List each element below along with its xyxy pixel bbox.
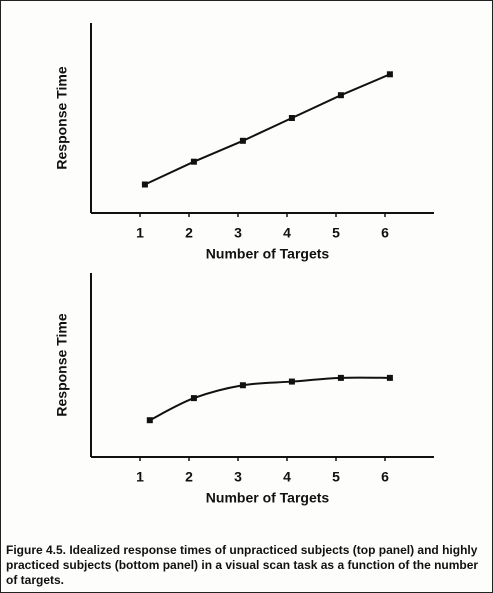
line <box>149 376 390 422</box>
point <box>386 71 393 78</box>
y-axis-label: Response Time <box>54 313 70 416</box>
point <box>239 382 246 389</box>
x-tick-label: 4 <box>283 469 291 485</box>
point <box>288 378 295 385</box>
x-tick-label: 6 <box>381 469 389 485</box>
point <box>190 158 197 165</box>
x-tick-label: 5 <box>332 469 340 485</box>
x-tick-label: 2 <box>185 225 193 241</box>
point <box>239 137 246 144</box>
charts: Response Time Number of Targets 1 2 3 4 5 6 Resp… <box>54 23 434 506</box>
point <box>146 417 153 424</box>
x-tick-label: 6 <box>381 225 389 241</box>
x-tick-label: 5 <box>332 225 340 241</box>
caption: Figure 4.5. Idealized response times of … <box>6 543 479 587</box>
x-tick-label: 3 <box>234 225 242 241</box>
x-tick-label: 1 <box>136 225 144 241</box>
x-tick-label: 1 <box>136 469 144 485</box>
point <box>386 374 393 381</box>
point <box>337 92 344 99</box>
point <box>288 115 295 121</box>
x-tick-label: 3 <box>234 469 242 485</box>
point <box>337 374 344 381</box>
x-tick-label: 4 <box>283 225 291 241</box>
point <box>141 181 148 188</box>
line <box>144 73 391 186</box>
x-tick-label: 2 <box>185 469 193 485</box>
x-axis-label: Number of Targets <box>206 246 330 262</box>
y-axis-label: Response Time <box>54 66 70 169</box>
point <box>190 395 197 402</box>
x-axis-label: Number of Targets <box>206 490 330 506</box>
